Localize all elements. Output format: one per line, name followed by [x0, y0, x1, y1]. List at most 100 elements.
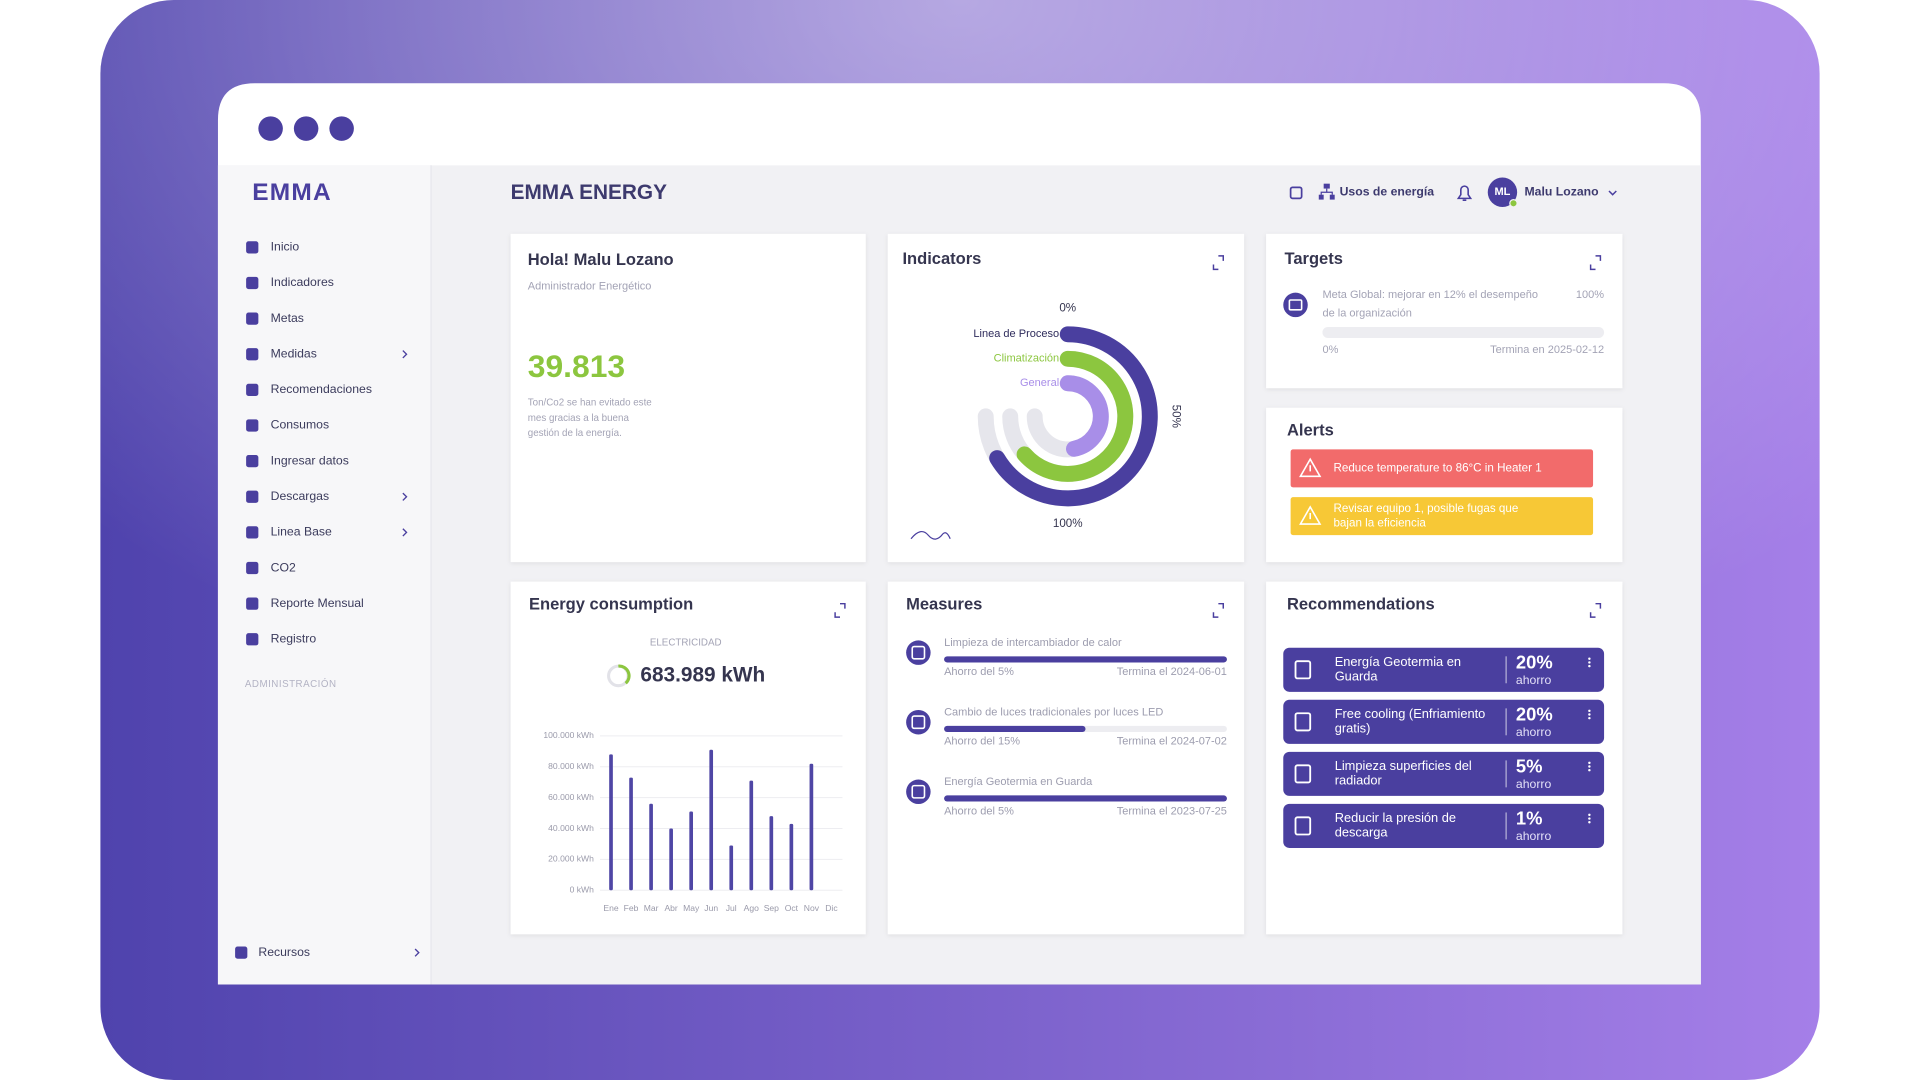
- measure-saving: Ahorro del 15%: [944, 736, 1020, 748]
- ring-label: Linea de Proceso: [973, 328, 1059, 340]
- nav-section: ADMINISTRACIÓN: [245, 679, 337, 690]
- y-tick-label: 80.000 kWh: [548, 761, 594, 771]
- recommendation-icon: [1294, 816, 1312, 836]
- bar: [729, 845, 734, 891]
- nav-icon: [246, 455, 259, 468]
- measure-name[interactable]: Energía Geotermia en Guarda: [944, 776, 1093, 788]
- bar: [669, 828, 673, 891]
- kebab-dot: [1588, 817, 1591, 820]
- kebab-dot: [1588, 709, 1591, 713]
- nav-item[interactable]: Consumos: [271, 418, 329, 432]
- saving-unit: ahorro: [1516, 777, 1552, 791]
- expand-icon[interactable]: [1589, 255, 1602, 271]
- avatar-initials: ML: [1494, 186, 1510, 198]
- nav-item[interactable]: CO2: [271, 560, 296, 574]
- role: Administrador Energético: [528, 280, 652, 292]
- saving-percent: 20%: [1516, 704, 1553, 725]
- nav-item[interactable]: Registro: [271, 632, 317, 646]
- bell-icon[interactable]: [1456, 185, 1473, 201]
- recommendation-icon: [1294, 660, 1312, 680]
- user-name[interactable]: Malu Lozano: [1524, 184, 1598, 198]
- card-title: Recommendations: [1287, 594, 1435, 613]
- nav-item[interactable]: Descargas: [271, 489, 329, 503]
- x-tick-label: Ene: [603, 903, 618, 913]
- x-tick-label: Sep: [764, 903, 779, 913]
- nav-icon: [246, 633, 259, 646]
- y-tick-label: 40.000 kWh: [548, 823, 594, 833]
- alert-text: bajan la eficiencia: [1333, 517, 1426, 530]
- expand-icon[interactable]: [1212, 602, 1224, 618]
- x-tick-label: May: [683, 903, 700, 913]
- recommendation-card[interactable]: [1283, 803, 1605, 848]
- recommendation-card[interactable]: [1283, 647, 1605, 692]
- measure-name[interactable]: Cambio de luces tradicionales por luces …: [944, 706, 1163, 718]
- logo: EMMA: [252, 179, 332, 206]
- nav-icon: [246, 348, 259, 361]
- recommendation-icon: [1294, 712, 1312, 732]
- dropdown-chevron[interactable]: [1608, 190, 1617, 196]
- window-dot[interactable]: [329, 116, 354, 141]
- target-icon-glyph: [1288, 299, 1303, 311]
- nav-item[interactable]: Inicio: [271, 240, 300, 254]
- x-tick-label: Jul: [726, 903, 737, 913]
- window-dot[interactable]: [293, 116, 319, 141]
- recommendation-card[interactable]: [1283, 699, 1605, 744]
- window-dot[interactable]: [258, 116, 283, 141]
- kebab-dot: [1588, 713, 1591, 716]
- chevron: [402, 528, 408, 537]
- nav-item[interactable]: Ingresar datos: [271, 453, 349, 467]
- expand-icon[interactable]: [1589, 602, 1602, 618]
- measure-icon: [906, 640, 931, 665]
- expand-icon[interactable]: [834, 602, 846, 618]
- bar: [789, 823, 794, 891]
- chevron: [414, 948, 420, 957]
- nav-item[interactable]: Indicadores: [271, 275, 334, 289]
- recommendation-title: Guarda: [1335, 669, 1379, 684]
- ring-tick-label: 50%: [1169, 405, 1182, 428]
- recommendation-title: Energía Geotermia en: [1335, 654, 1461, 669]
- nav-item[interactable]: Medidas: [271, 346, 317, 360]
- progress-track: [1322, 326, 1605, 338]
- ring-bar: [989, 326, 1158, 507]
- ring-bar: [1016, 350, 1134, 482]
- alert-box[interactable]: [1290, 449, 1594, 488]
- energy-total: 683.989 kWh: [640, 663, 765, 686]
- kebab-dot: [1588, 821, 1591, 824]
- kebab-dot: [1588, 716, 1591, 720]
- ring-label: Climatización: [994, 353, 1060, 365]
- measures-card: [887, 581, 1245, 935]
- measure-icon-glyph: [911, 715, 926, 730]
- measure-end: Termina el 2023-07-25: [1117, 805, 1227, 817]
- saving-unit: ahorro: [1516, 829, 1552, 843]
- expand-icon[interactable]: [1212, 255, 1224, 271]
- alert-icon: [1299, 457, 1322, 478]
- nav-item[interactable]: Reporte Mensual: [271, 596, 364, 610]
- network-icon[interactable]: [1318, 183, 1335, 200]
- progress-fill: [944, 656, 1227, 663]
- nav-item[interactable]: Recomendaciones: [271, 382, 372, 396]
- alert-box[interactable]: [1290, 497, 1594, 536]
- x-tick-label: Feb: [624, 903, 639, 913]
- recommendation-card[interactable]: [1283, 751, 1605, 796]
- measure-icon: [906, 709, 931, 735]
- card-title: Energy consumption: [529, 594, 693, 613]
- energy-uses-link[interactable]: Usos de energía: [1340, 184, 1435, 198]
- card-title: Measures: [906, 594, 982, 613]
- nav-item[interactable]: Linea Base: [271, 525, 332, 539]
- nav-item[interactable]: Metas: [271, 311, 304, 325]
- copy-icon[interactable]: [1289, 186, 1303, 200]
- nav-icon: [246, 597, 259, 610]
- nav-item[interactable]: Recursos: [258, 945, 310, 959]
- status-dot: [1509, 198, 1518, 208]
- alert-icon: [1299, 505, 1322, 525]
- kebab-dot: [1588, 765, 1591, 768]
- x-tick-label: Ago: [744, 903, 759, 913]
- target-total: 100%: [1576, 289, 1604, 301]
- chevron: [402, 492, 408, 501]
- saving-unit: ahorro: [1516, 673, 1552, 687]
- avatar[interactable]: [1487, 177, 1518, 207]
- measure-name[interactable]: Limpieza de intercambiador de calor: [944, 637, 1122, 649]
- card-title: Alerts: [1287, 420, 1334, 439]
- bar: [609, 754, 613, 891]
